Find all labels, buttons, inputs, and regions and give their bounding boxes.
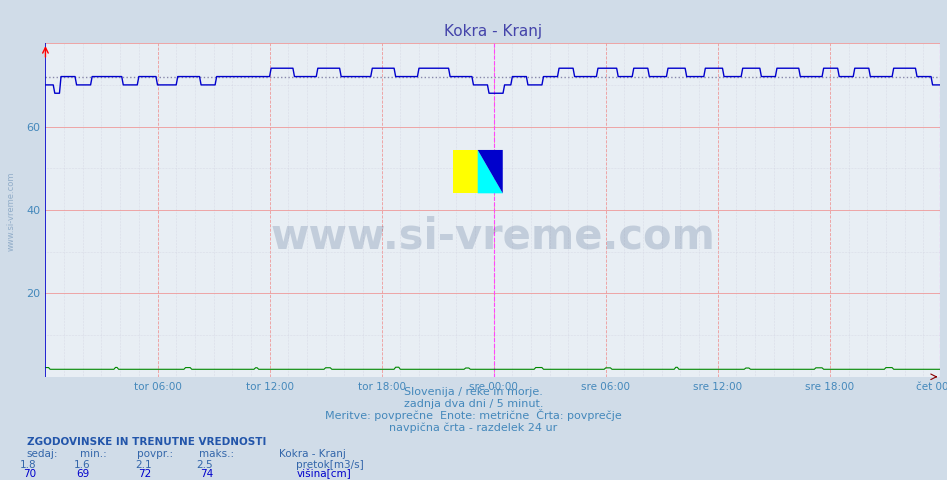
- Text: min.:: min.:: [80, 449, 107, 459]
- Text: 1.6: 1.6: [73, 459, 90, 469]
- Text: 69: 69: [77, 469, 90, 479]
- Text: www.si-vreme.com: www.si-vreme.com: [7, 171, 16, 251]
- Polygon shape: [477, 150, 503, 193]
- Text: 74: 74: [200, 469, 213, 479]
- Text: ZGODOVINSKE IN TRENUTNE VREDNOSTI: ZGODOVINSKE IN TRENUTNE VREDNOSTI: [27, 437, 266, 447]
- Text: povpr.:: povpr.:: [137, 449, 173, 459]
- Text: navpična črta - razdelek 24 ur: navpična črta - razdelek 24 ur: [389, 422, 558, 432]
- Text: višina[cm]: višina[cm]: [296, 468, 351, 479]
- Text: 72: 72: [138, 469, 152, 479]
- Text: maks.:: maks.:: [199, 449, 234, 459]
- Text: 1.8: 1.8: [19, 459, 36, 469]
- Text: 2.5: 2.5: [196, 459, 213, 469]
- Text: Meritve: povprečne  Enote: metrične  Črta: povprečje: Meritve: povprečne Enote: metrične Črta:…: [325, 408, 622, 420]
- Text: sedaj:: sedaj:: [27, 449, 58, 459]
- Text: 70: 70: [23, 469, 36, 479]
- Title: Kokra - Kranj: Kokra - Kranj: [444, 24, 542, 39]
- Text: www.si-vreme.com: www.si-vreme.com: [271, 216, 715, 258]
- Text: Slovenija / reke in morje.: Slovenija / reke in morje.: [404, 386, 543, 396]
- Text: Kokra - Kranj: Kokra - Kranj: [279, 449, 347, 459]
- Polygon shape: [477, 150, 503, 193]
- Bar: [453, 150, 477, 193]
- Text: zadnja dva dni / 5 minut.: zadnja dva dni / 5 minut.: [403, 398, 544, 408]
- Text: 2.1: 2.1: [134, 459, 152, 469]
- Text: pretok[m3/s]: pretok[m3/s]: [296, 459, 365, 469]
